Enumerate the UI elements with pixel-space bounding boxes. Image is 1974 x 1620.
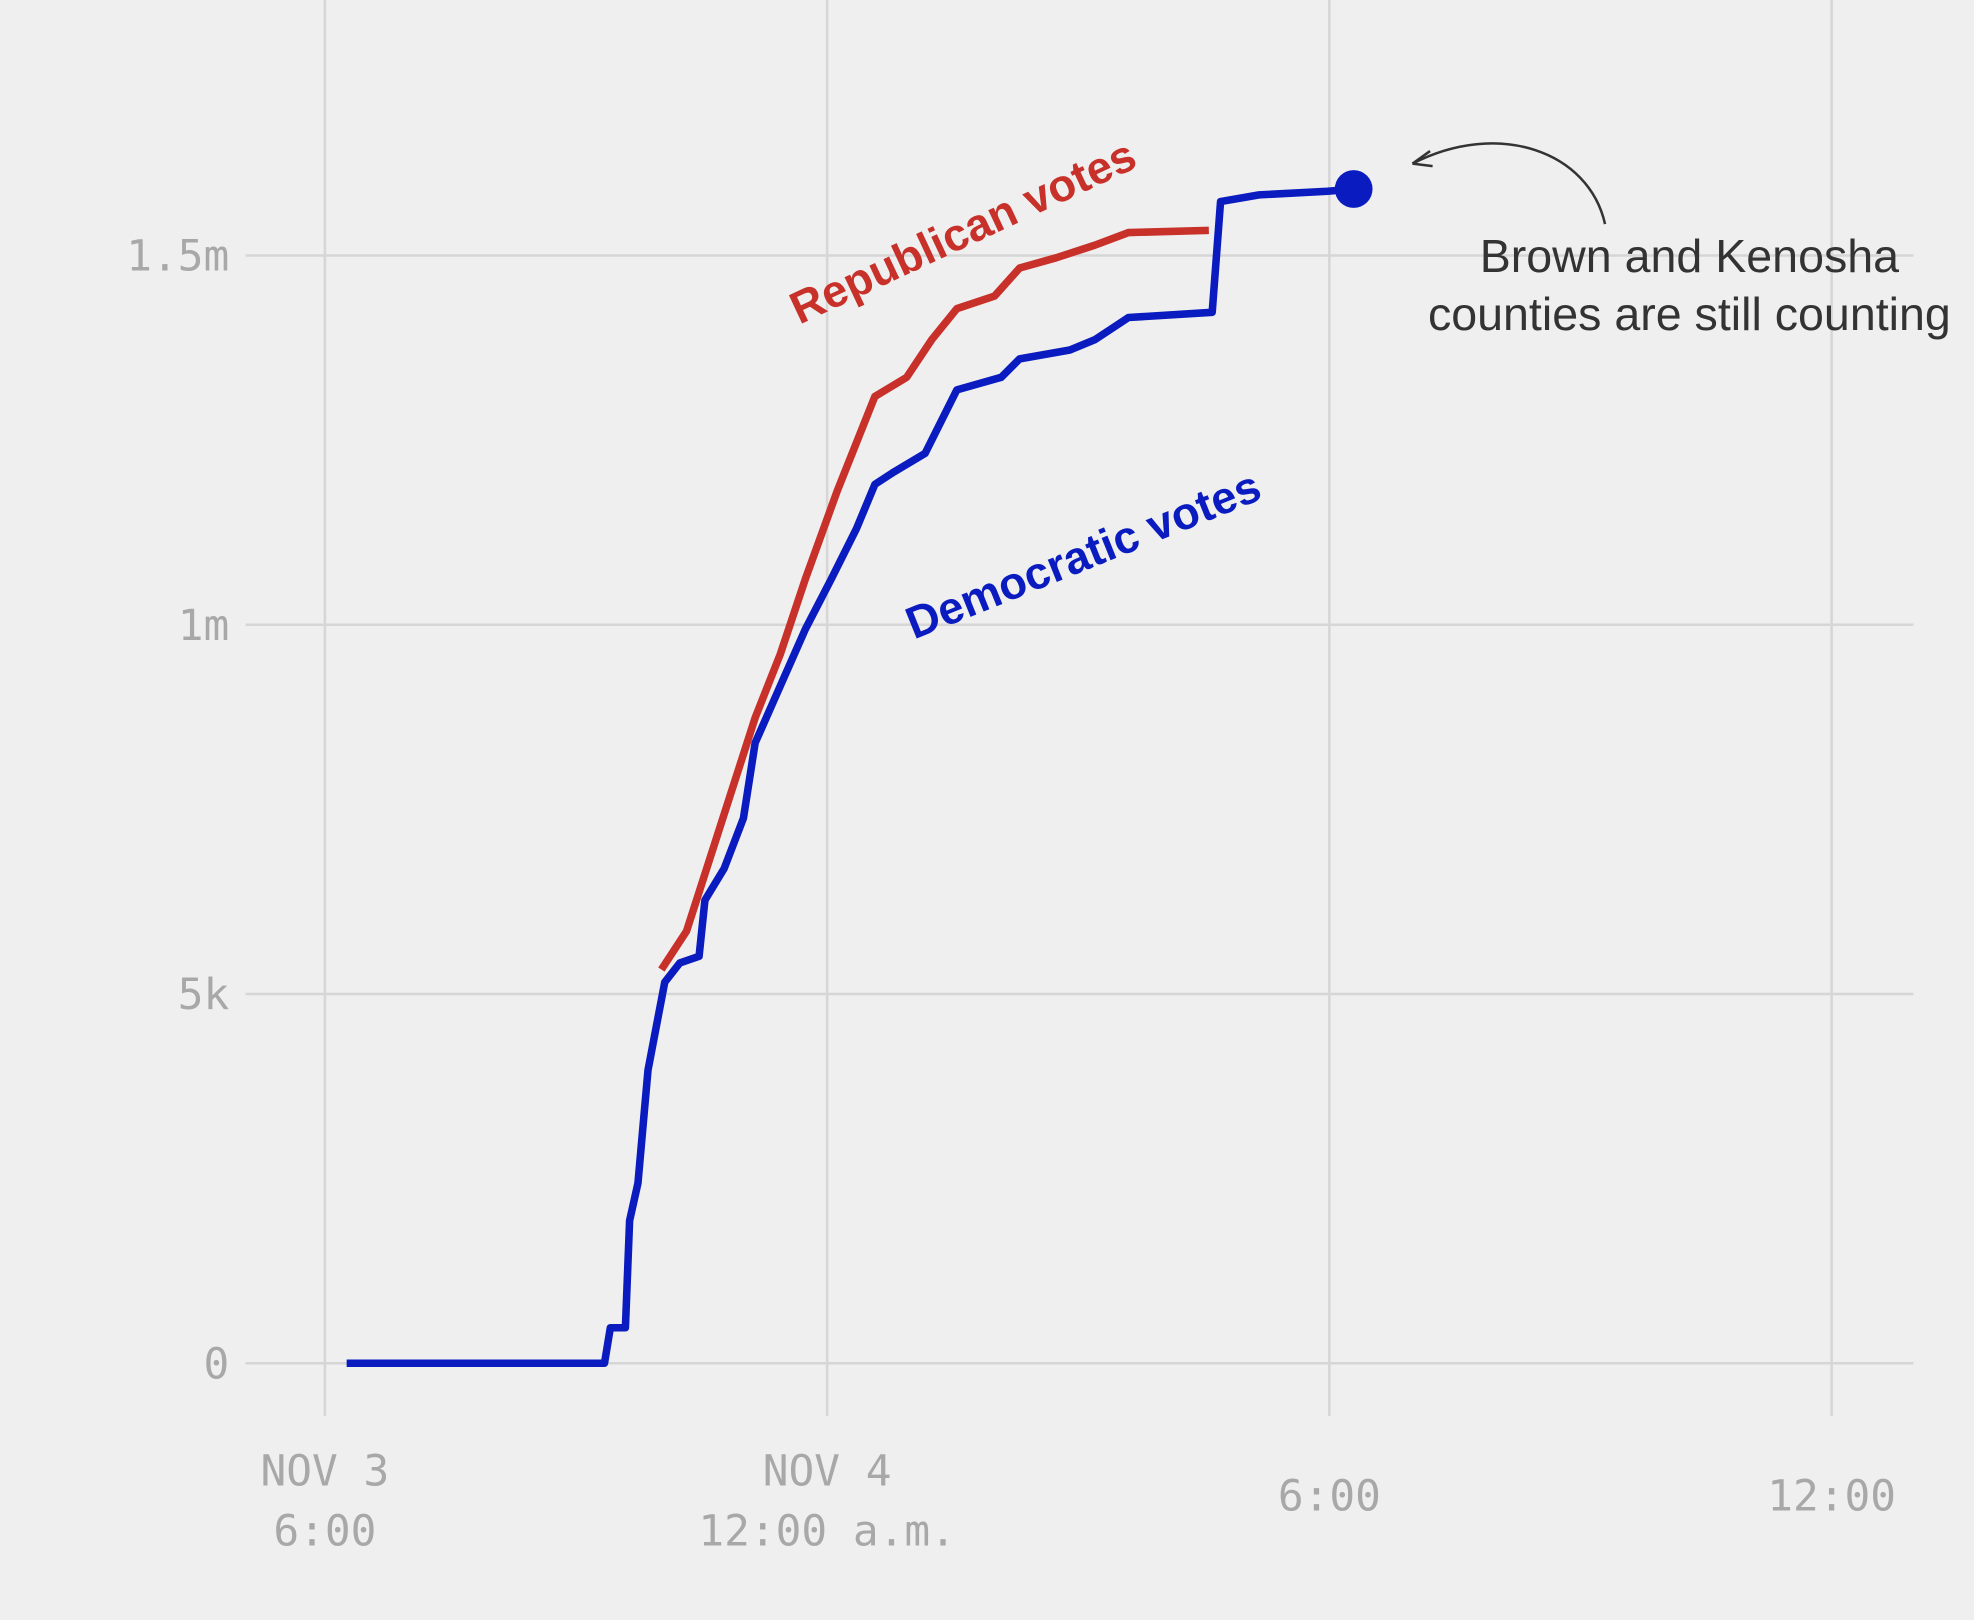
annotation-text: counties are still counting bbox=[1428, 288, 1951, 340]
y-tick-label: 0 bbox=[203, 1339, 229, 1389]
series-line bbox=[346, 185, 1354, 1367]
x-tick-label: NOV 4 12:00 a.m. bbox=[698, 1446, 956, 1556]
endpoint-dot bbox=[1334, 170, 1373, 208]
x-tick-label: NOV 3 6:00 bbox=[261, 1446, 390, 1556]
y-tick-label: 5k bbox=[178, 970, 230, 1020]
annotation-arrow bbox=[1411, 142, 1607, 225]
y-tick-label: 1m bbox=[178, 601, 230, 651]
annotation-text: Brown and Kenosha bbox=[1480, 230, 1899, 282]
x-tick-label: 12:00 bbox=[1767, 1471, 1896, 1521]
y-tick-label: 1.5m bbox=[126, 232, 229, 282]
x-tick-label: 6:00 bbox=[1278, 1471, 1381, 1521]
series-label: Democratic votes bbox=[899, 460, 1268, 649]
annotation-arrowhead bbox=[1411, 150, 1433, 168]
series-line bbox=[658, 226, 1209, 972]
